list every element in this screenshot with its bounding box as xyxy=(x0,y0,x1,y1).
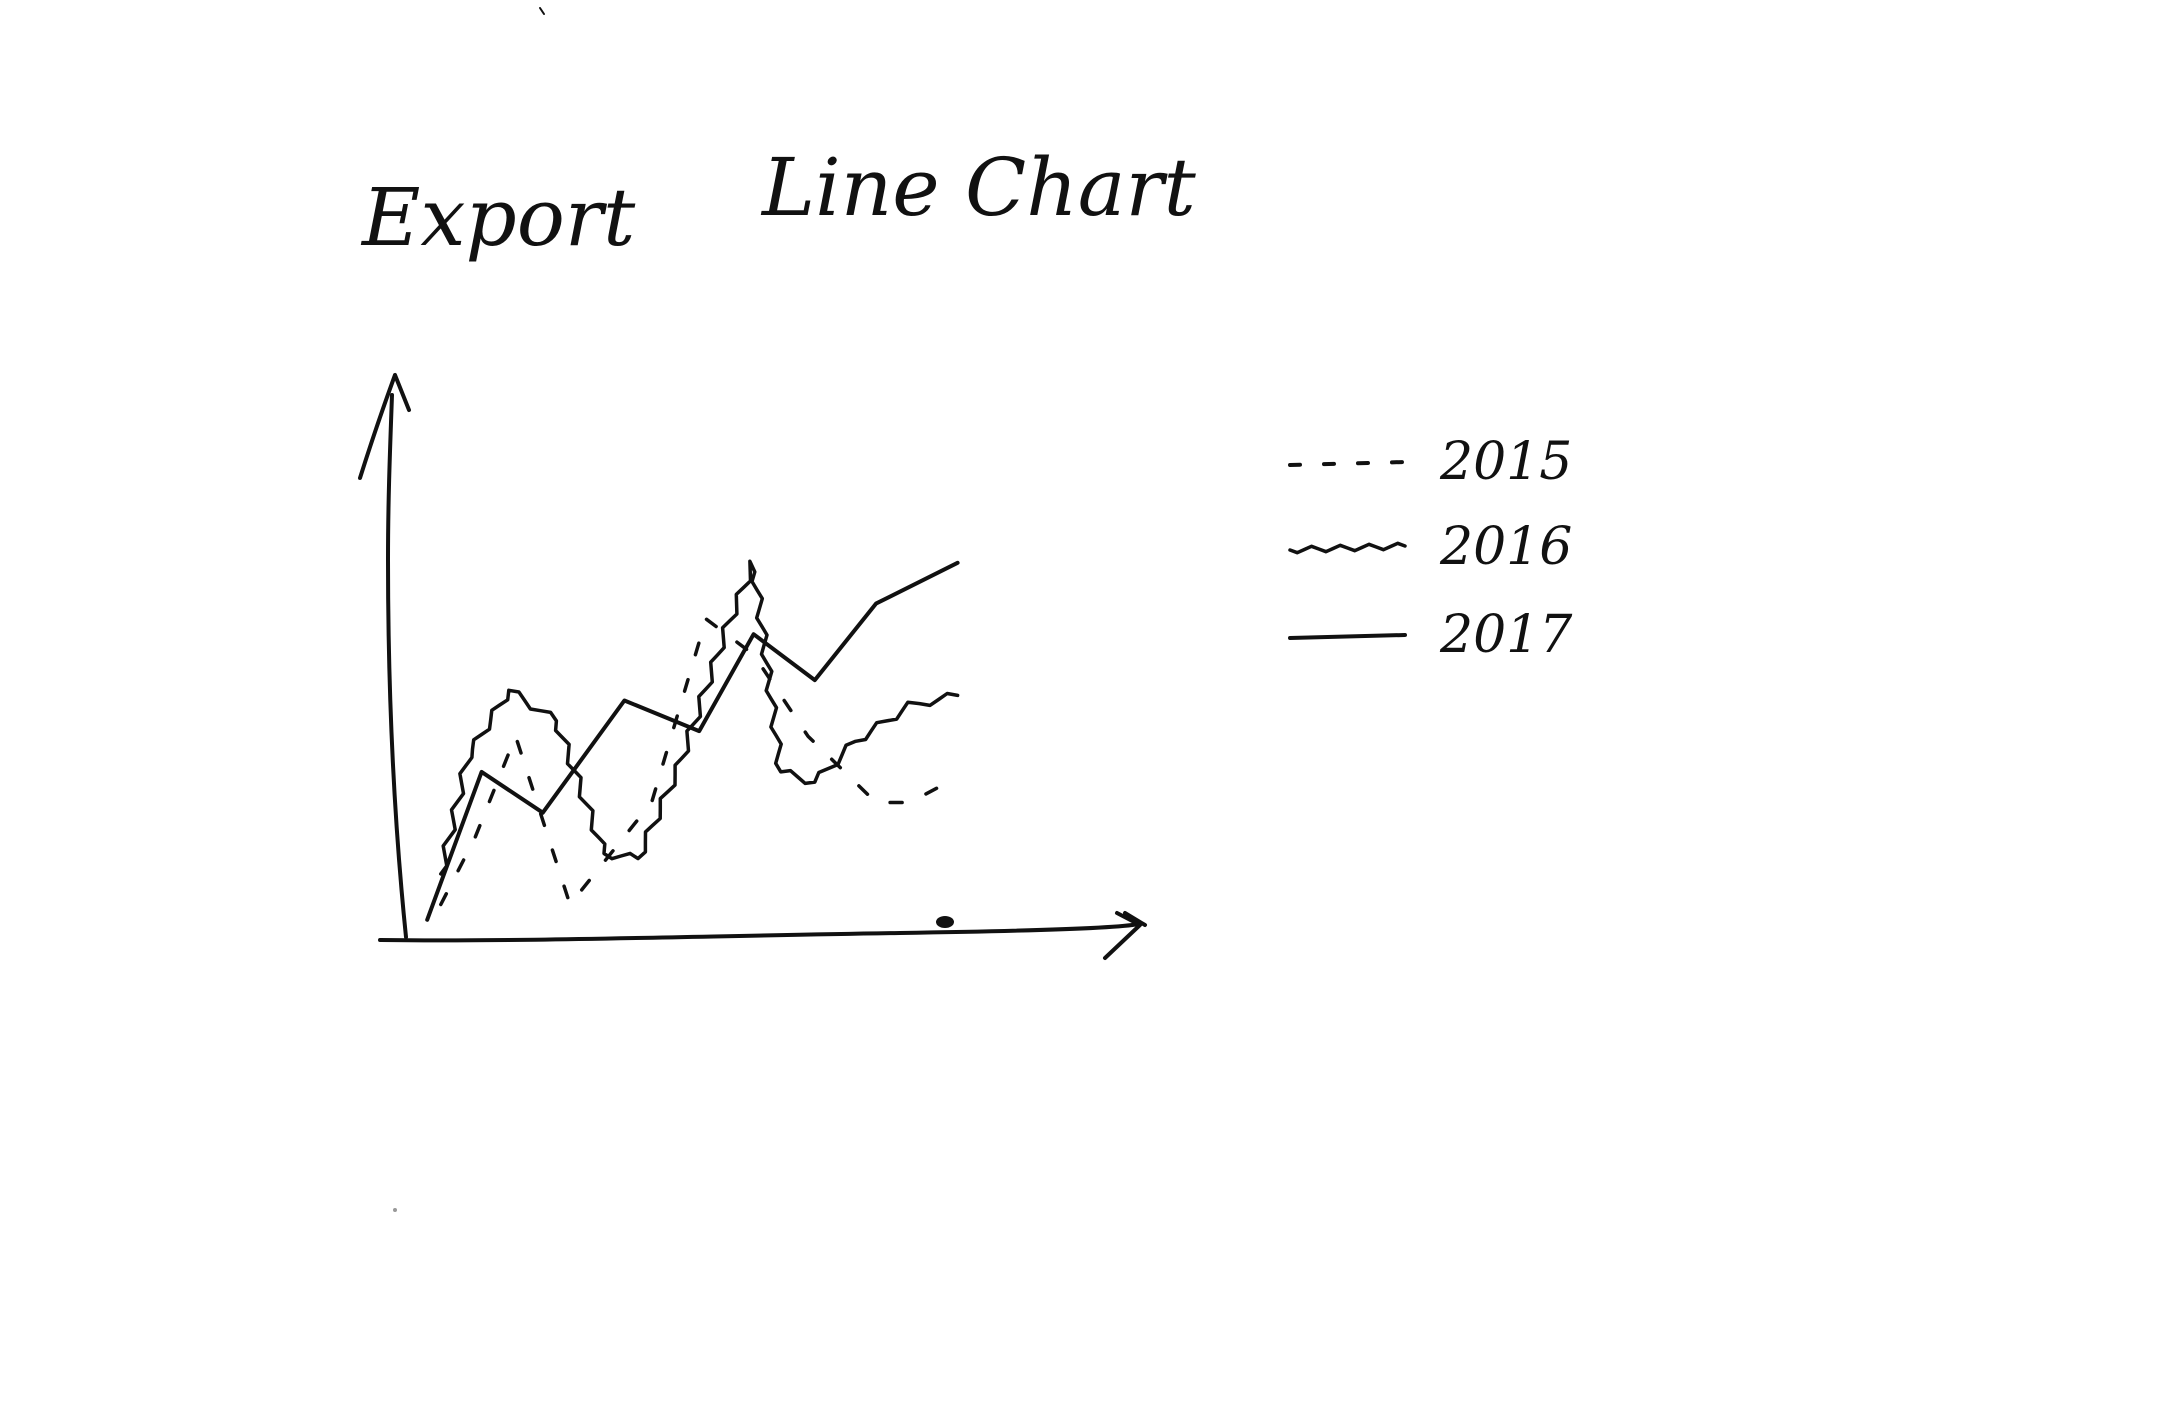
legend-swatch-2017 xyxy=(1288,633,1407,640)
chart-axes xyxy=(358,373,1147,960)
chart-title: Line Chart xyxy=(760,141,1197,234)
x-axis-line xyxy=(378,922,1140,943)
paper-specks xyxy=(393,7,545,1212)
x-axis-ink-dot xyxy=(936,916,954,928)
legend-item-2015: 2015 xyxy=(1288,432,1572,492)
legend-label-2016: 2016 xyxy=(1439,517,1572,577)
chart-series-layer xyxy=(425,559,960,922)
series-line-2017 xyxy=(425,560,960,922)
y-axis-line xyxy=(386,393,408,939)
legend-swatch-2016 xyxy=(1288,541,1407,555)
legend-item-2017: 2017 xyxy=(1288,605,1573,665)
y-axis-label: Export xyxy=(360,171,636,264)
chart-legend: 2015 2016 2017 xyxy=(1288,432,1573,665)
legend-label-2017: 2017 xyxy=(1439,605,1573,665)
legend-swatch-2015 xyxy=(1288,460,1407,467)
series-2017 xyxy=(425,560,960,922)
series-2016 xyxy=(439,559,960,876)
y-axis-arrowhead xyxy=(358,373,411,480)
legend-item-2016: 2016 xyxy=(1288,517,1572,577)
series-2015 xyxy=(439,617,960,907)
x-axis-arrowhead xyxy=(1103,911,1147,960)
series-line-2016 xyxy=(439,559,960,876)
legend-label-2015: 2015 xyxy=(1439,432,1572,492)
series-line-2015 xyxy=(439,617,960,907)
